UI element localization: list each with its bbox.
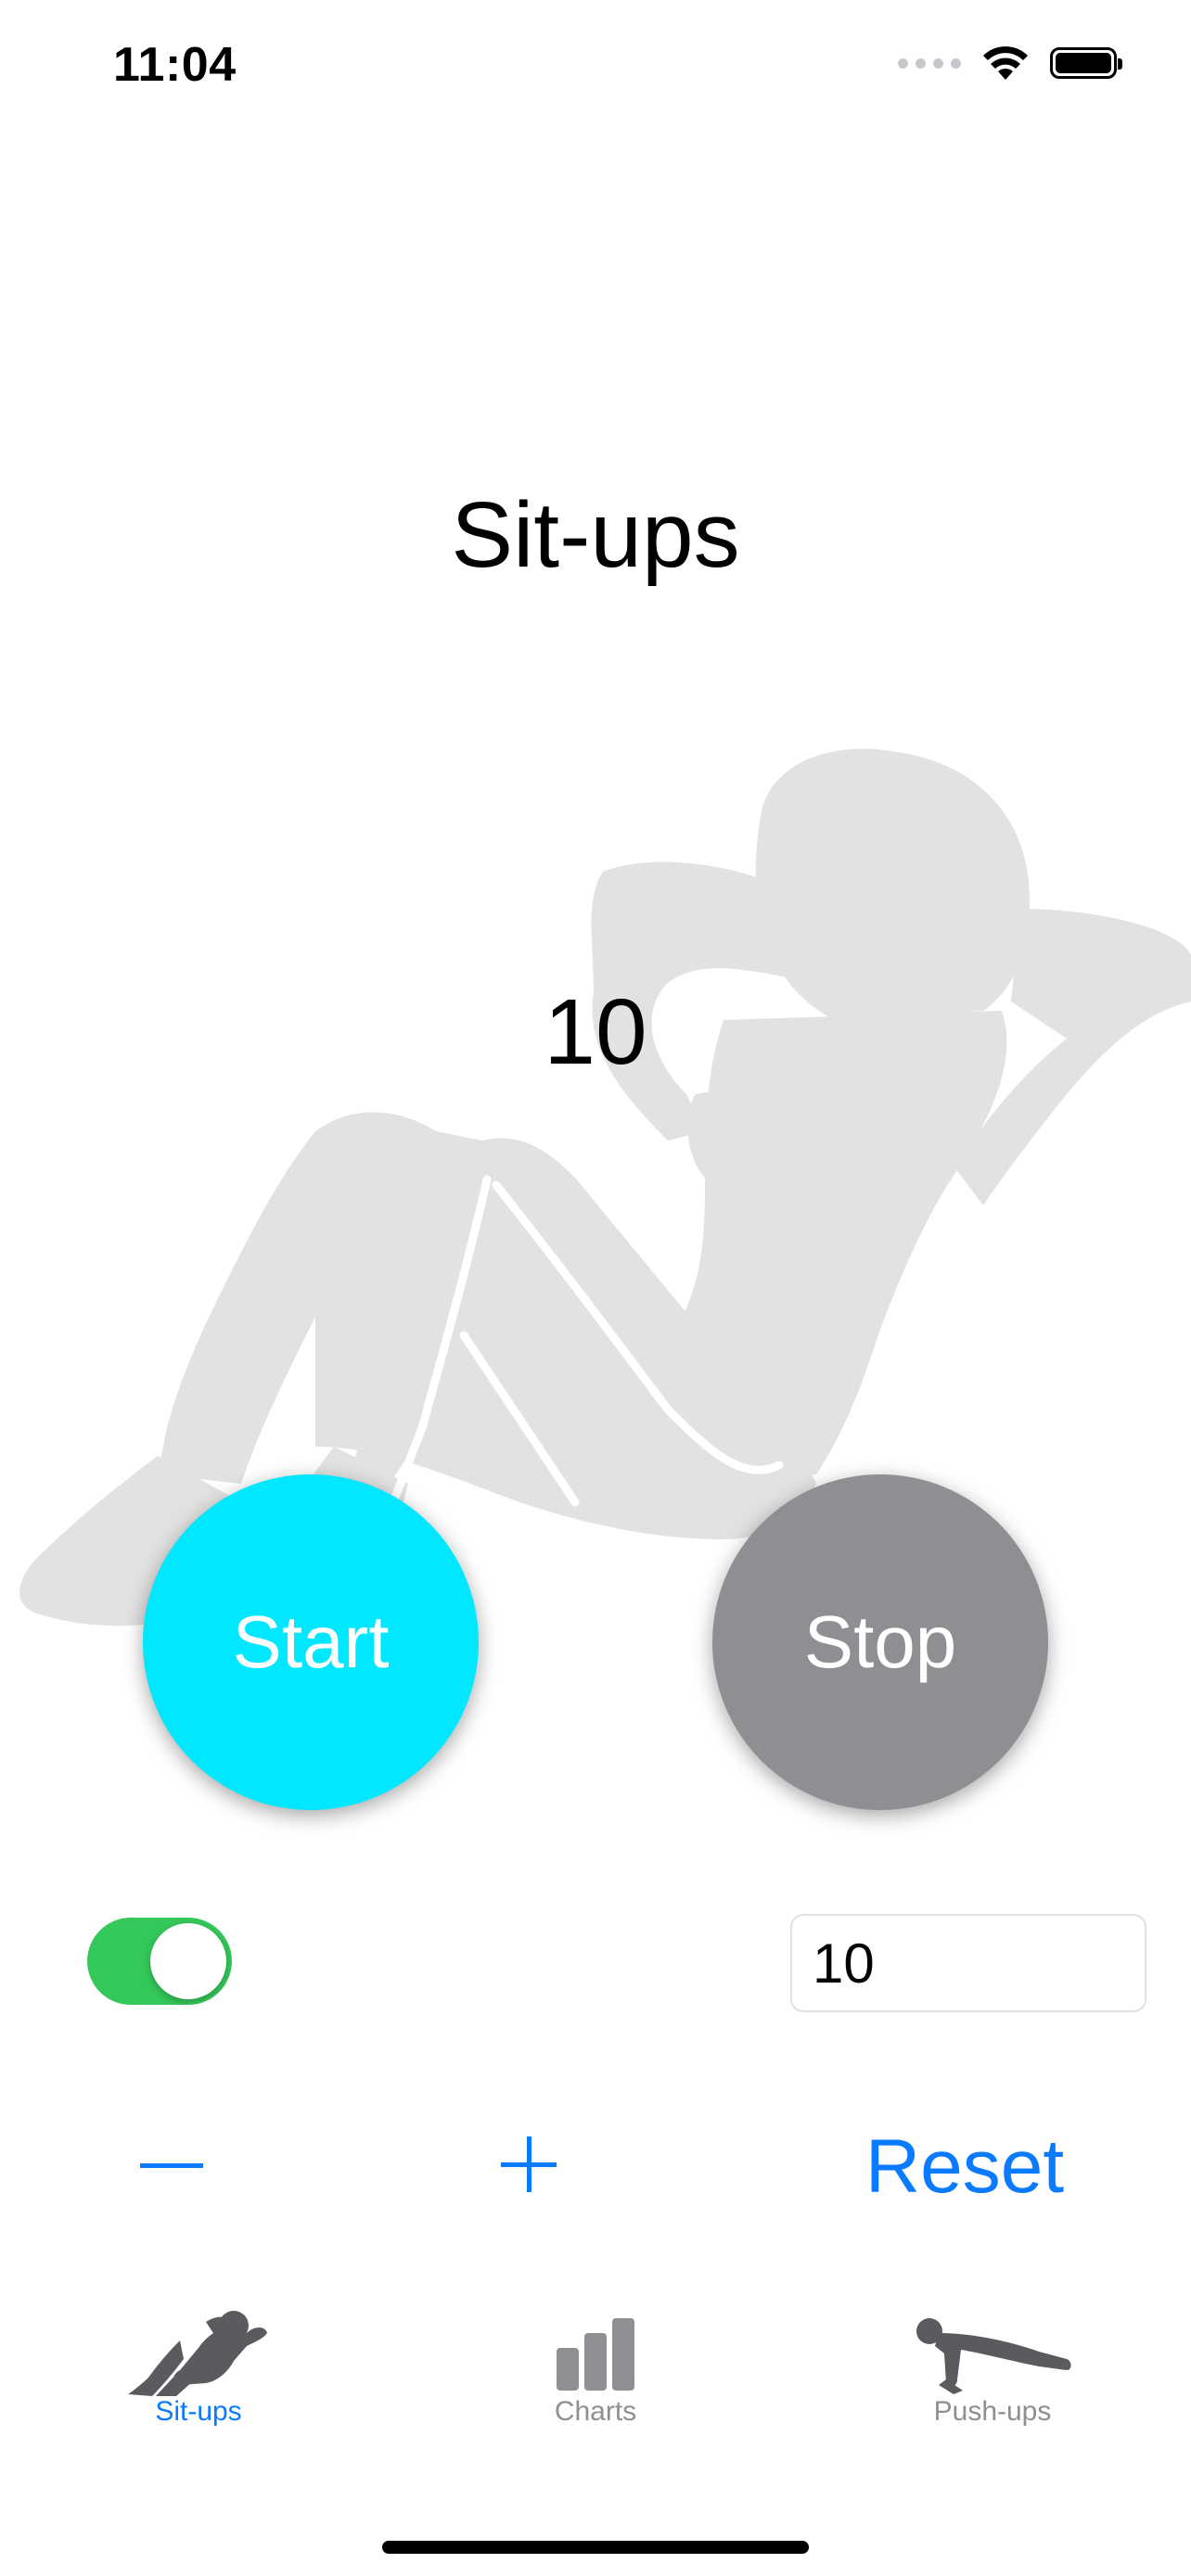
home-indicator <box>382 2541 809 2554</box>
bar-chart-icon <box>557 2318 634 2391</box>
tab-situps-label: Sit-ups <box>155 2396 242 2427</box>
start-button[interactable]: Start <box>143 1474 479 1810</box>
reps-input[interactable] <box>790 1914 1146 2012</box>
situps-icon <box>128 2311 267 2396</box>
tab-charts[interactable]: Charts <box>456 2290 735 2448</box>
rep-counter: 10 <box>544 980 647 1084</box>
status-indicators <box>898 45 1122 82</box>
stop-button-label: Stop <box>803 1600 957 1683</box>
tab-pushups-label: Push-ups <box>933 2396 1052 2427</box>
minus-icon <box>140 2162 203 2168</box>
auto-count-toggle[interactable] <box>87 1918 232 2005</box>
status-time: 11:04 <box>113 38 237 92</box>
battery-icon <box>1050 47 1122 79</box>
decrement-button[interactable] <box>130 2133 213 2198</box>
tab-bar: Sit-ups Charts Push-ups <box>0 2290 1191 2476</box>
increment-button[interactable] <box>501 2133 566 2198</box>
pushups-icon <box>916 2318 1071 2394</box>
stop-button[interactable]: Stop <box>712 1474 1048 1810</box>
page-title: Sit-ups <box>451 483 740 587</box>
tab-situps[interactable]: Sit-ups <box>59 2290 338 2448</box>
toggle-knob <box>150 1923 226 1999</box>
tab-pushups[interactable]: Push-ups <box>853 2290 1132 2448</box>
start-button-label: Start <box>232 1600 390 1683</box>
tab-charts-label: Charts <box>554 2396 637 2427</box>
reset-button[interactable]: Reset <box>864 2124 1065 2209</box>
wifi-icon <box>983 46 1028 80</box>
cellular-signal-icon <box>898 57 961 69</box>
